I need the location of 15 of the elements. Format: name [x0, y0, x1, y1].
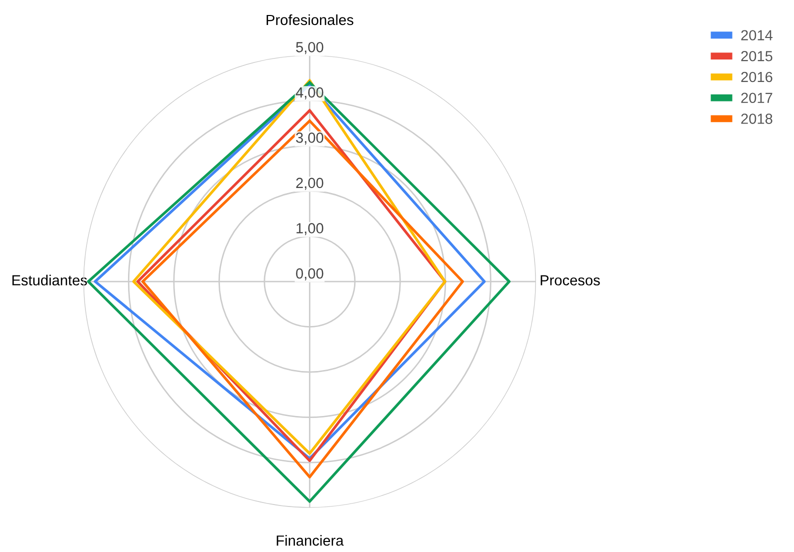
legend-label: 2017 [741, 92, 772, 104]
y-tick-label: 1,00 [296, 223, 324, 236]
y-tick-label: 0,00 [296, 268, 324, 280]
spoke-label: Estudiantes [12, 274, 87, 286]
legend-label: 2016 [741, 72, 772, 82]
legend-label: 2015 [741, 50, 772, 62]
y-tick-label: 2,00 [296, 178, 324, 190]
spoke-label: Procesos [540, 275, 600, 286]
legend-label: 2018 [741, 114, 772, 124]
y-tick-label: 4,00 [296, 87, 324, 100]
y-tick-label: 5,00 [296, 42, 324, 54]
legend-label: 2014 [741, 30, 773, 40]
spoke-label: Financiera [276, 535, 344, 546]
y-tick-label: 3,00 [296, 132, 324, 145]
spoke-label: Profesionales [266, 14, 354, 26]
